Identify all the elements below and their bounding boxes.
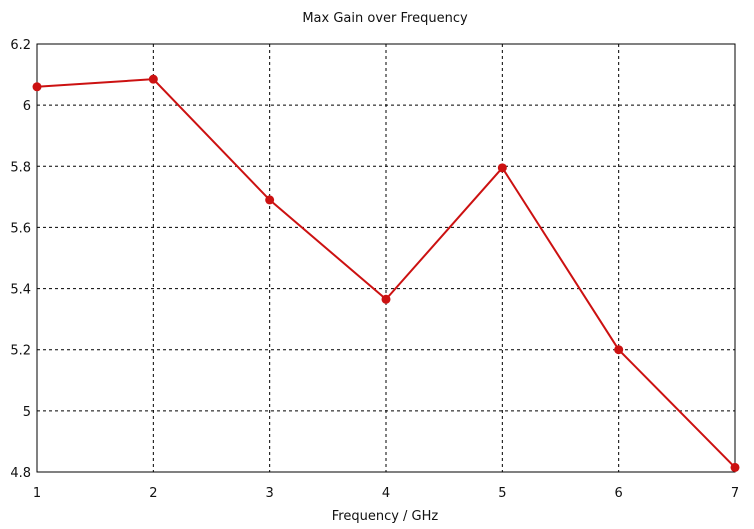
y-tick-label: 5.8 [10,160,31,175]
x-tick-label: 7 [731,486,739,501]
y-tick-label: 5.2 [10,344,31,359]
x-tick-labels: 1 2 3 4 5 6 7 [33,486,739,501]
x-tick-label: 4 [382,486,390,501]
y-tick-label: 4.8 [10,466,31,481]
chart-title: Max Gain over Frequency [302,11,468,26]
y-tick-label: 6.2 [10,38,31,53]
x-axis-label: Frequency / GHz [332,509,439,524]
plot-border [36,43,736,473]
y-tick-label: 5 [23,405,31,420]
x-tick-label: 3 [266,486,274,501]
data-point-marker [148,74,158,84]
data-point-marker [265,195,275,205]
data-point-marker [497,163,507,173]
x-tick-label: 2 [149,486,157,501]
data-point-marker [730,462,740,472]
data-point-marker [381,294,391,304]
x-tick-label: 1 [33,486,41,501]
series-group [32,74,740,472]
y-tick-label: 5.6 [10,221,31,236]
x-tick-label: 5 [498,486,506,501]
y-tick-label: 6 [23,99,31,114]
grid-lines [37,44,735,472]
data-point-marker [614,345,624,355]
y-tick-label: 5.4 [10,283,31,298]
plot-frame [36,43,736,473]
data-point-marker [32,82,42,92]
x-tick-label: 6 [615,486,623,501]
y-tick-labels: 4.8 5 5.2 5.4 5.6 5.8 6 6.2 [10,38,31,481]
